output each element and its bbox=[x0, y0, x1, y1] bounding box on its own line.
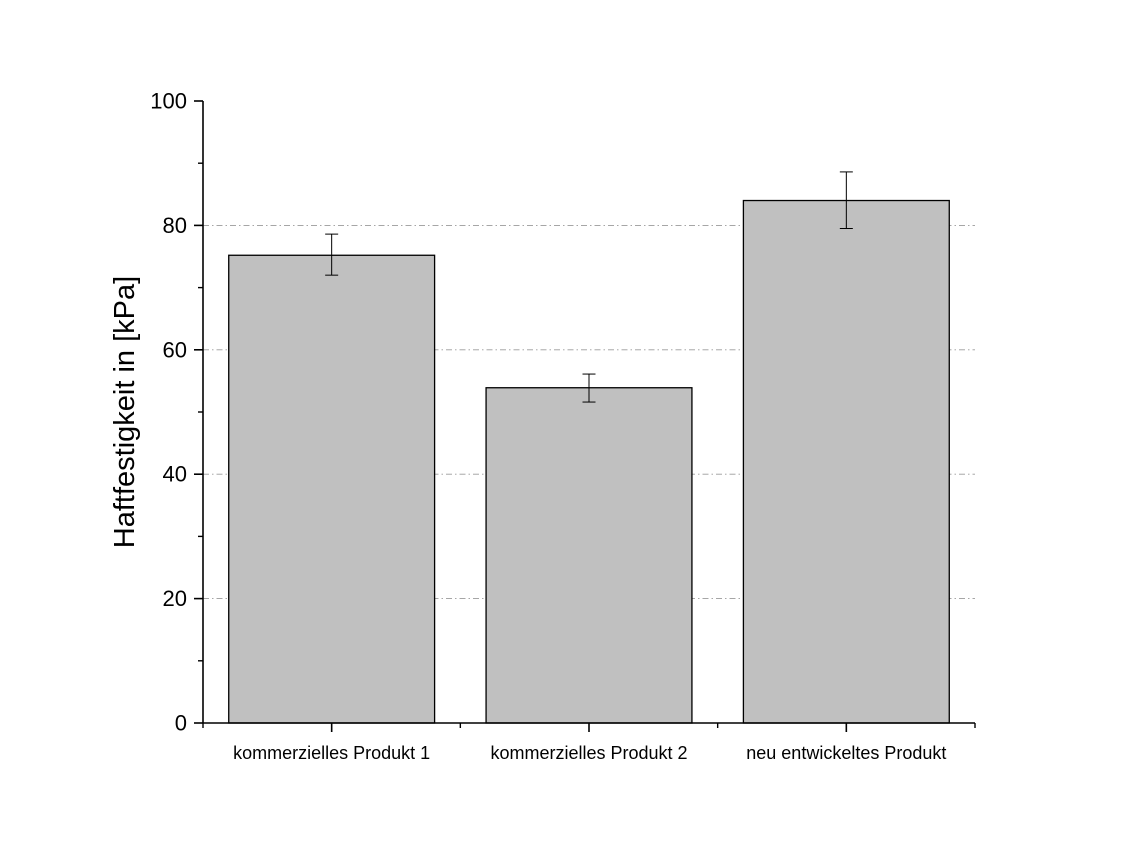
y-tick-label-60: 60 bbox=[163, 337, 187, 362]
y-tick-label-40: 40 bbox=[163, 462, 187, 487]
axes bbox=[194, 100, 976, 732]
y-tick-label-20: 20 bbox=[163, 586, 187, 611]
y-tick-label-80: 80 bbox=[163, 213, 187, 238]
bars bbox=[228, 199, 950, 724]
bar-2 bbox=[485, 387, 693, 724]
y-axis-title: Haftfestigkeit in [kPa] bbox=[109, 276, 141, 548]
y-tick-label-100: 100 bbox=[150, 89, 187, 114]
x-tick-label-2: kommerzielles Produkt 2 bbox=[490, 743, 687, 763]
y-tick-label-0: 0 bbox=[175, 711, 187, 736]
x-tick-label-3: neu entwickeltes Produkt bbox=[746, 743, 946, 763]
error-bars bbox=[325, 171, 853, 403]
tick-labels: kommerzielles Produkt 1 kommerzielles Pro… bbox=[150, 89, 946, 764]
x-tick-label-1: kommerzielles Produkt 1 bbox=[233, 743, 430, 763]
bar-1 bbox=[228, 254, 436, 724]
bar-3 bbox=[742, 199, 950, 724]
